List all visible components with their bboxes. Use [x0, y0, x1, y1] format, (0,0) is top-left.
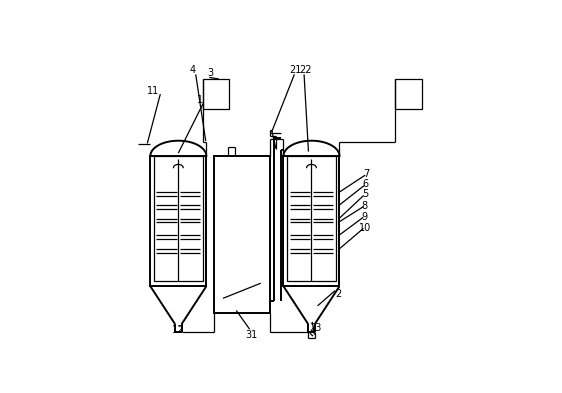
- Text: 11: 11: [147, 86, 159, 96]
- Text: 4: 4: [189, 65, 196, 75]
- Text: 3: 3: [208, 68, 214, 78]
- Bar: [203, 79, 229, 109]
- Bar: [396, 79, 422, 109]
- Text: 8: 8: [362, 201, 368, 211]
- Text: 5: 5: [362, 189, 368, 199]
- Bar: [154, 156, 203, 281]
- Text: 21: 21: [289, 65, 302, 75]
- Text: 10: 10: [359, 223, 371, 233]
- Bar: [283, 156, 339, 286]
- Text: 23: 23: [309, 323, 321, 333]
- Text: 1: 1: [197, 95, 203, 105]
- Text: 12: 12: [173, 325, 185, 335]
- Text: 2: 2: [335, 289, 341, 299]
- Text: 31: 31: [245, 330, 257, 340]
- Bar: [287, 156, 336, 281]
- Bar: [151, 156, 206, 286]
- Bar: [214, 156, 270, 314]
- Text: 7: 7: [364, 169, 370, 179]
- Text: 22: 22: [300, 65, 312, 75]
- Text: 9: 9: [362, 211, 368, 222]
- Text: 6: 6: [362, 179, 369, 189]
